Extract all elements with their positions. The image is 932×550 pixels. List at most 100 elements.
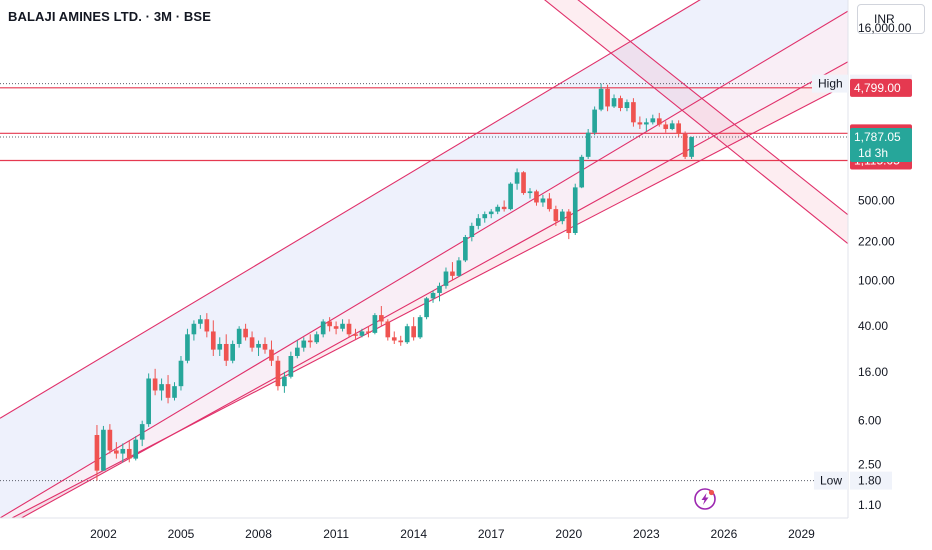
candle-body <box>185 334 190 361</box>
candle <box>689 136 694 159</box>
x-tick-label: 2014 <box>400 527 427 541</box>
candle <box>256 340 261 356</box>
candle-body <box>430 292 436 299</box>
candle <box>152 368 158 396</box>
candle-body <box>534 191 539 203</box>
x-tick-label: 2011 <box>323 527 349 541</box>
candle <box>676 120 681 137</box>
candle <box>294 340 300 359</box>
x-tick-label: 2026 <box>711 527 738 541</box>
candle <box>411 317 416 341</box>
candle-body <box>488 211 494 215</box>
level-tag-0: 4,799.00 <box>850 78 912 97</box>
trend-line-0[interactable] <box>0 0 848 419</box>
candle-body <box>282 376 287 387</box>
candle <box>598 83 604 112</box>
candle <box>624 99 630 112</box>
candle <box>107 424 113 454</box>
price-axis[interactable]: 16,000.00 500.00 220.00 100.00 40.00 16.00 6.0… <box>858 21 912 512</box>
candle-body <box>592 109 597 133</box>
low-label-bg <box>814 471 848 490</box>
candle-body <box>366 331 371 333</box>
candle-body <box>669 123 675 129</box>
x-tick-label: 2029 <box>788 527 815 541</box>
candle-body <box>107 429 113 451</box>
candle <box>585 128 591 159</box>
candle-body <box>540 198 546 203</box>
trend-line-4[interactable] <box>259 0 848 216</box>
candle <box>340 319 345 332</box>
y-tick-label: 1.10 <box>858 498 882 512</box>
currency-selector[interactable]: INR <box>857 4 925 34</box>
trend-line-2[interactable] <box>0 61 848 530</box>
candle-body <box>618 98 623 109</box>
x-tick-label: 2020 <box>555 527 582 541</box>
time-axis[interactable]: 2002 2005 2008 2011 2014 2017 2020 2023 2026 2029 <box>90 527 815 541</box>
candle <box>605 84 610 112</box>
candle-body <box>172 386 177 398</box>
candle <box>133 436 139 461</box>
candle <box>650 114 656 125</box>
low-value-bg <box>850 471 892 490</box>
x-tick-label: 2017 <box>478 527 505 541</box>
candle <box>333 321 339 335</box>
candle <box>101 425 106 471</box>
candle <box>314 331 320 344</box>
candle <box>644 118 649 132</box>
candle-body <box>101 429 106 471</box>
candle-body <box>656 118 662 125</box>
candle-body <box>146 378 151 425</box>
candle <box>488 209 494 219</box>
candle <box>430 290 436 303</box>
candle-body <box>269 349 274 361</box>
high-label-bg <box>812 74 848 93</box>
candle <box>572 183 578 235</box>
candle <box>146 373 151 427</box>
candle-body <box>288 355 294 377</box>
candle-body <box>126 448 132 459</box>
candle <box>566 209 572 240</box>
candle <box>521 171 526 195</box>
candle <box>204 313 210 338</box>
candle <box>379 306 384 327</box>
candle-body <box>559 211 565 222</box>
candle-body <box>256 343 261 348</box>
candle <box>191 320 197 341</box>
candle-body <box>120 448 126 454</box>
current-price-value: 1,787.05 <box>854 130 901 144</box>
candle <box>669 120 675 131</box>
candle <box>547 193 552 212</box>
x-tick-label: 2023 <box>633 527 660 541</box>
candle-body <box>527 191 533 194</box>
candle <box>288 351 294 379</box>
candle-body <box>676 123 681 134</box>
candle-body <box>223 343 229 361</box>
trend-line-3[interactable] <box>0 83 848 524</box>
candle-body <box>650 118 656 123</box>
candle-body <box>450 271 455 276</box>
candle-body <box>94 435 100 471</box>
candle <box>501 200 507 212</box>
candle <box>249 331 255 352</box>
candle-body <box>456 260 462 276</box>
y-tick-label: 6.00 <box>858 414 882 428</box>
candle-body <box>663 124 669 129</box>
candle <box>469 222 475 242</box>
candle-body <box>307 340 313 343</box>
candle <box>475 214 481 230</box>
low-marker: Low 1.80 <box>814 471 892 490</box>
candle-body <box>463 236 468 261</box>
candle-body <box>372 315 378 333</box>
trend-line-5[interactable] <box>259 0 848 245</box>
lightning-icon[interactable] <box>694 488 716 510</box>
candle <box>663 121 669 133</box>
candle <box>346 319 352 338</box>
candle-body <box>398 340 404 343</box>
trend-line-1[interactable] <box>0 10 848 518</box>
candle-body <box>514 172 520 184</box>
candle-body <box>327 321 332 327</box>
candle <box>198 315 203 329</box>
y-tick-label: 40.00 <box>858 319 888 333</box>
trend-lines[interactable] <box>0 0 848 530</box>
